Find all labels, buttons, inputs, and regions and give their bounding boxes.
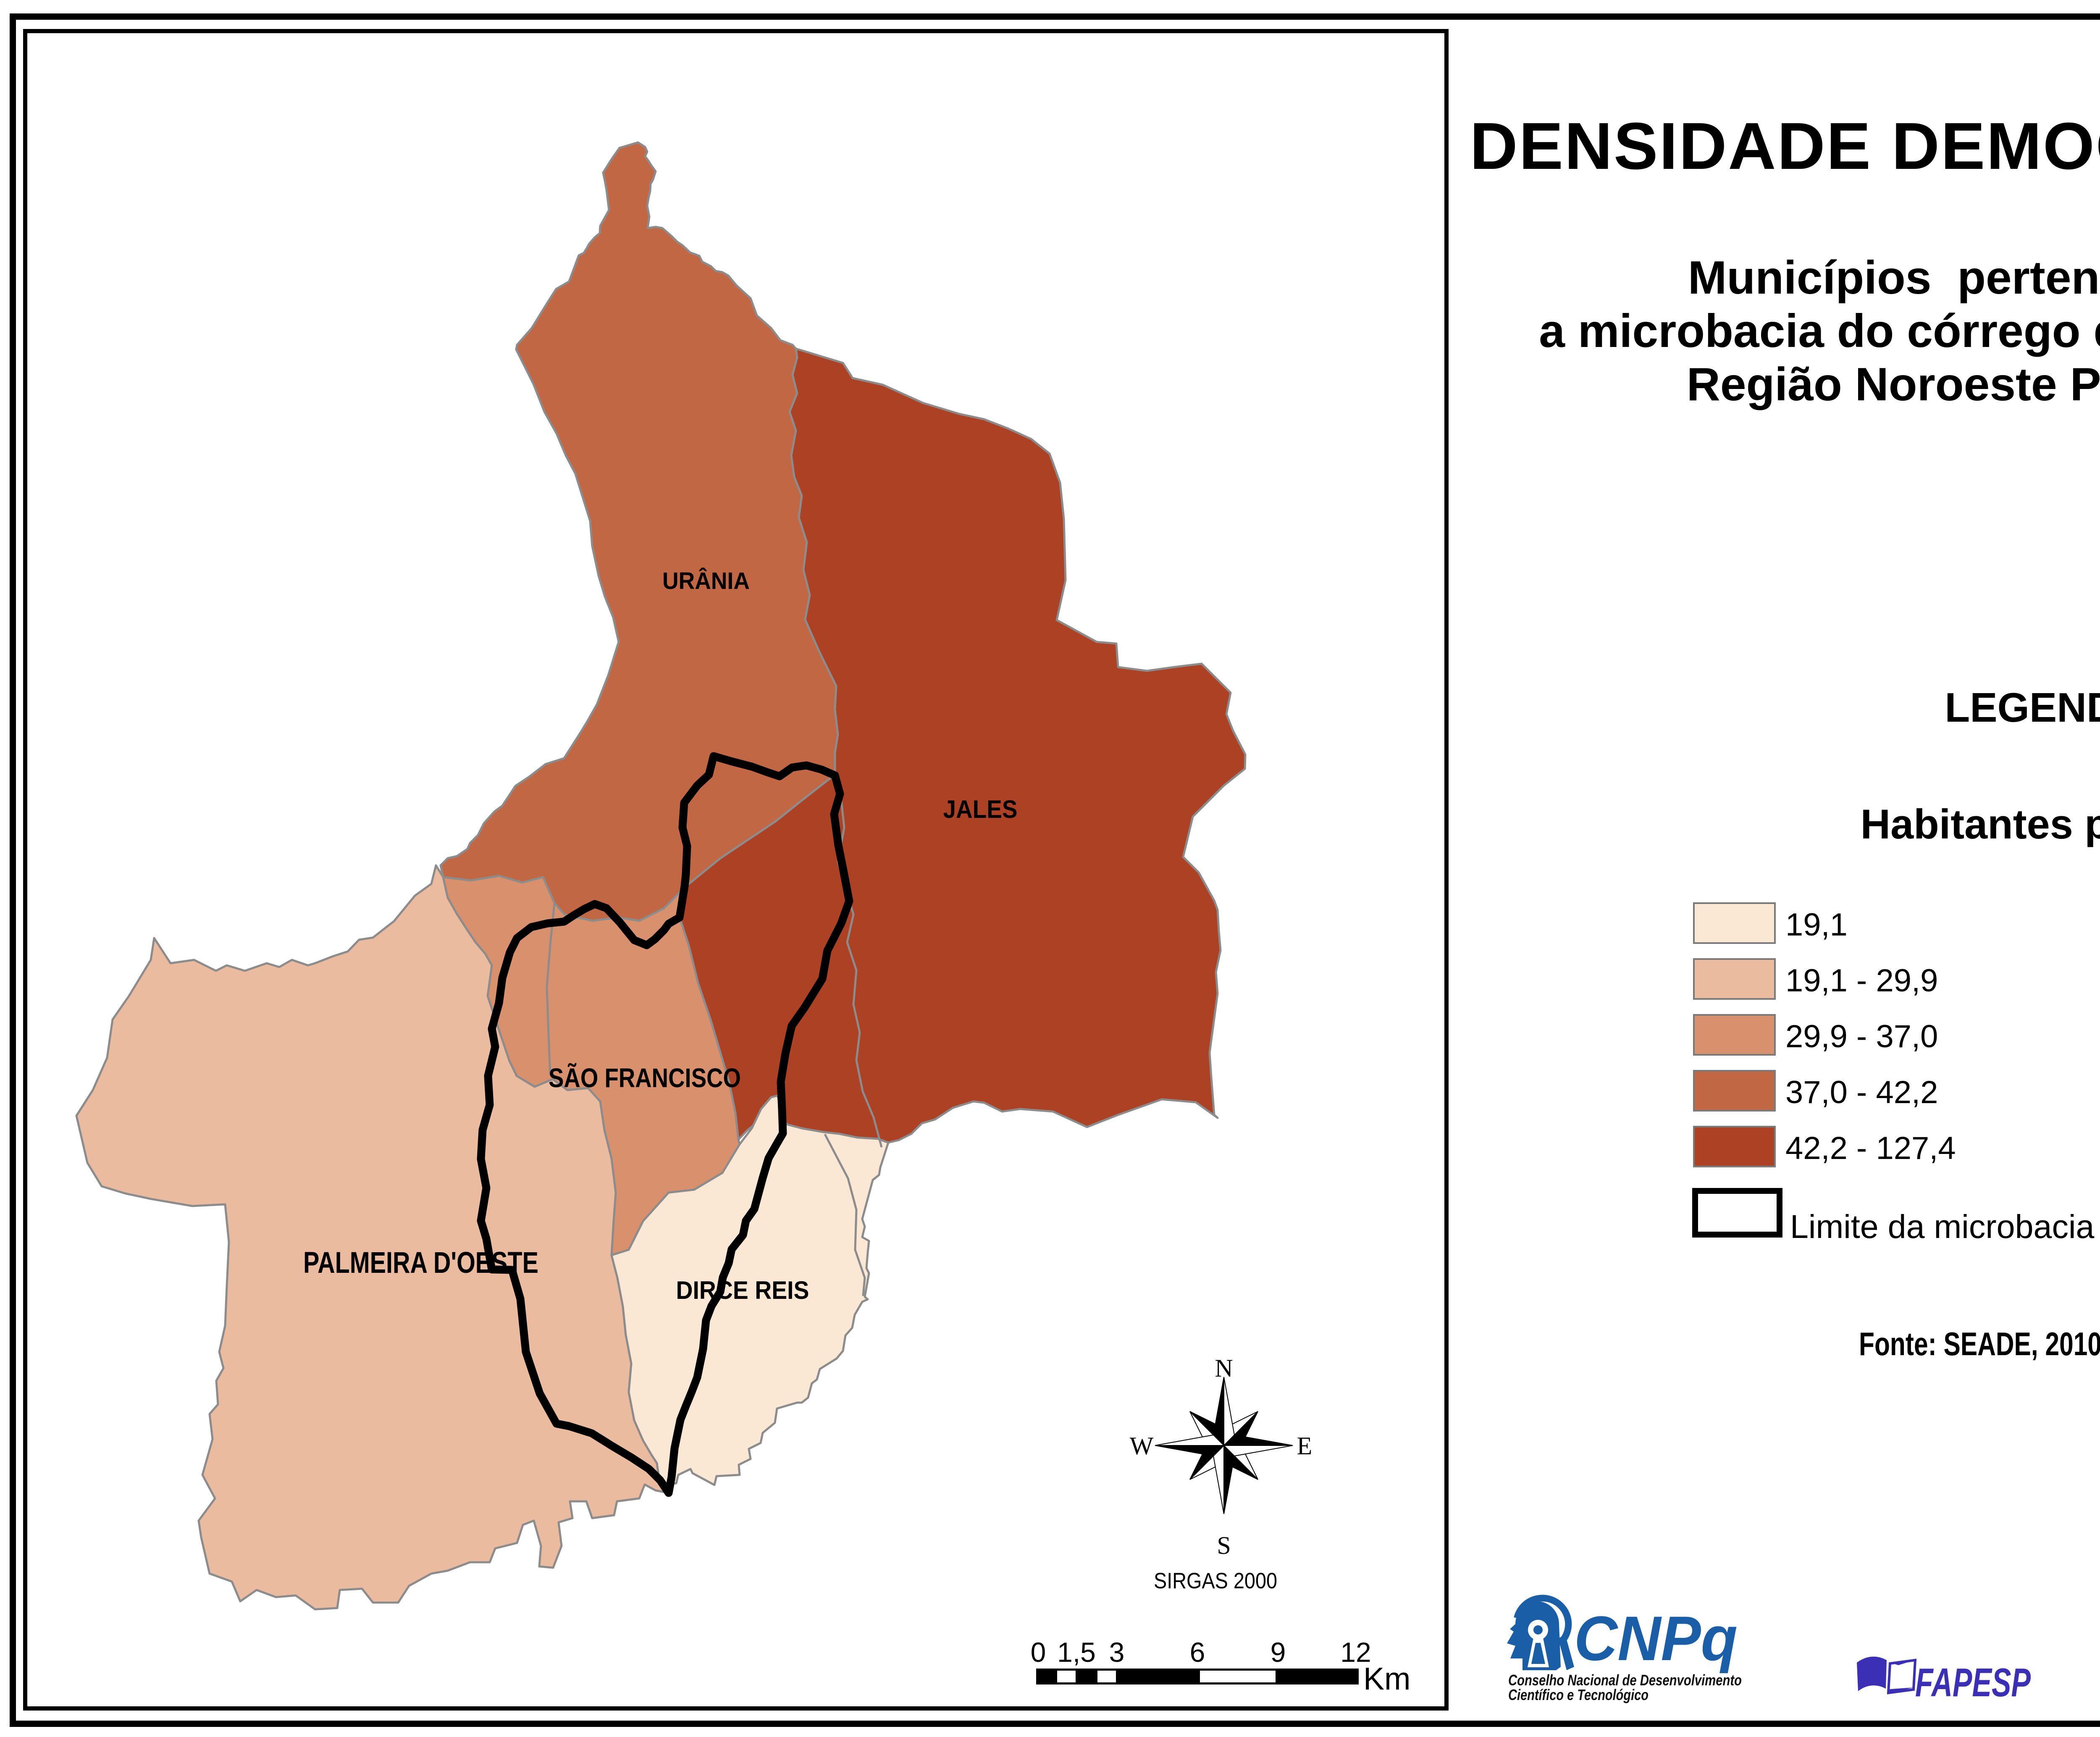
svg-text:URÂNIA: URÂNIA xyxy=(662,567,750,594)
svg-text:1,5: 1,5 xyxy=(1057,1637,1096,1668)
svg-text:12: 12 xyxy=(1340,1637,1371,1668)
svg-text:Fonte: SEADE, 2010: Fonte: SEADE, 2010 xyxy=(1859,1325,2100,1362)
svg-text:SIRGAS 2000: SIRGAS 2000 xyxy=(1154,1569,1277,1593)
svg-text:PALMEIRA D'OESTE: PALMEIRA D'OESTE xyxy=(303,1246,538,1280)
svg-text:N: N xyxy=(1215,1354,1233,1382)
svg-text:W: W xyxy=(1130,1432,1154,1460)
svg-text:SÃO FRANCISCO: SÃO FRANCISCO xyxy=(549,1063,741,1093)
svg-text:CNPq: CNPq xyxy=(1574,1603,1738,1674)
svg-text:DIRCE REIS: DIRCE REIS xyxy=(676,1276,809,1304)
svg-text:FAPESP: FAPESP xyxy=(1915,1660,2031,1705)
svg-text:6: 6 xyxy=(1190,1637,1205,1668)
svg-text:JALES: JALES xyxy=(943,795,1018,823)
svg-text:Conselho Nacional de Desenvolv: Conselho Nacional de Desenvolvimento xyxy=(1508,1671,1742,1689)
svg-text:Km: Km xyxy=(1363,1661,1411,1696)
svg-text:9: 9 xyxy=(1270,1637,1286,1668)
svg-text:E: E xyxy=(1297,1432,1312,1460)
svg-text:S: S xyxy=(1217,1532,1231,1559)
svg-text:3: 3 xyxy=(1109,1637,1125,1668)
svg-text:0: 0 xyxy=(1031,1637,1046,1668)
svg-text:Científico e Tecnológico: Científico e Tecnológico xyxy=(1508,1686,1648,1703)
